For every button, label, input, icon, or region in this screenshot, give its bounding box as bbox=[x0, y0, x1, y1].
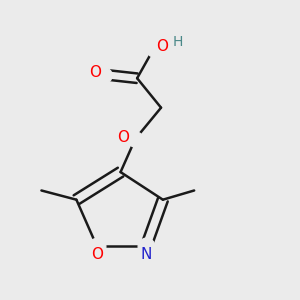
Text: O: O bbox=[118, 130, 130, 145]
Text: N: N bbox=[141, 248, 152, 262]
Text: O: O bbox=[156, 39, 168, 54]
Text: O: O bbox=[89, 65, 101, 80]
Text: O: O bbox=[91, 248, 103, 262]
Text: H: H bbox=[172, 35, 183, 49]
